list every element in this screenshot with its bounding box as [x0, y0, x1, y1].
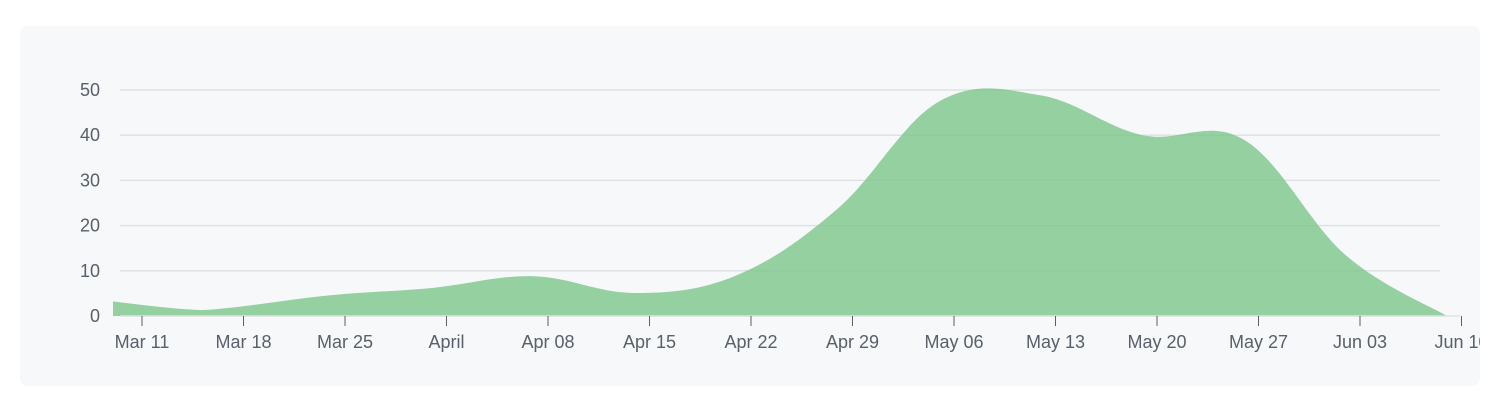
data-point — [429, 285, 435, 291]
y-tick-label: 20 — [80, 216, 100, 236]
x-tick-label: April — [428, 332, 464, 352]
data-point — [1140, 132, 1146, 138]
data-point — [226, 305, 232, 311]
data-point — [937, 98, 943, 104]
x-tick-label: Jun 10 — [1434, 332, 1480, 352]
y-tick-label: 0 — [90, 306, 100, 326]
x-tick-label: Apr 15 — [623, 332, 676, 352]
data-point — [110, 299, 116, 305]
data-point — [1343, 252, 1349, 258]
chart-card: 0 10 20 30 40 50 Mar 11 Mar 18 Mar 25 April Apr 08… — [20, 26, 1480, 386]
area-chart: 0 10 20 30 40 50 Mar 11 Mar 18 Mar 25 April Apr 08… — [80, 80, 1480, 352]
x-tick-label: Mar 25 — [317, 332, 373, 352]
data-point — [1038, 92, 1044, 98]
y-tick-label: 10 — [80, 261, 100, 281]
data-point — [734, 272, 740, 278]
data-point — [1241, 137, 1247, 143]
area-series — [110, 88, 1447, 316]
data-point — [835, 205, 841, 211]
y-tick-label: 30 — [80, 170, 100, 190]
x-tick-label: May 27 — [1229, 332, 1288, 352]
data-point — [328, 292, 334, 298]
x-tick-label: May 13 — [1026, 332, 1085, 352]
data-point — [632, 290, 638, 296]
x-tick-label: Apr 22 — [724, 332, 777, 352]
data-point — [531, 273, 537, 279]
x-tick-label: May 06 — [924, 332, 983, 352]
y-tick-label: 40 — [80, 125, 100, 145]
x-tick-label: Mar 18 — [215, 332, 271, 352]
x-tick-label: Mar 11 — [115, 332, 170, 352]
x-tick-label: May 20 — [1127, 332, 1186, 352]
x-tick-label: Apr 08 — [521, 332, 574, 352]
axes: 0 10 20 30 40 50 Mar 11 Mar 18 Mar 25 April Apr 08… — [80, 80, 1480, 352]
area-fill — [113, 88, 1447, 316]
x-tick-label: Apr 29 — [826, 332, 879, 352]
y-tick-label: 50 — [80, 80, 100, 100]
x-tick-label: Jun 03 — [1333, 332, 1387, 352]
data-point — [183, 306, 189, 312]
